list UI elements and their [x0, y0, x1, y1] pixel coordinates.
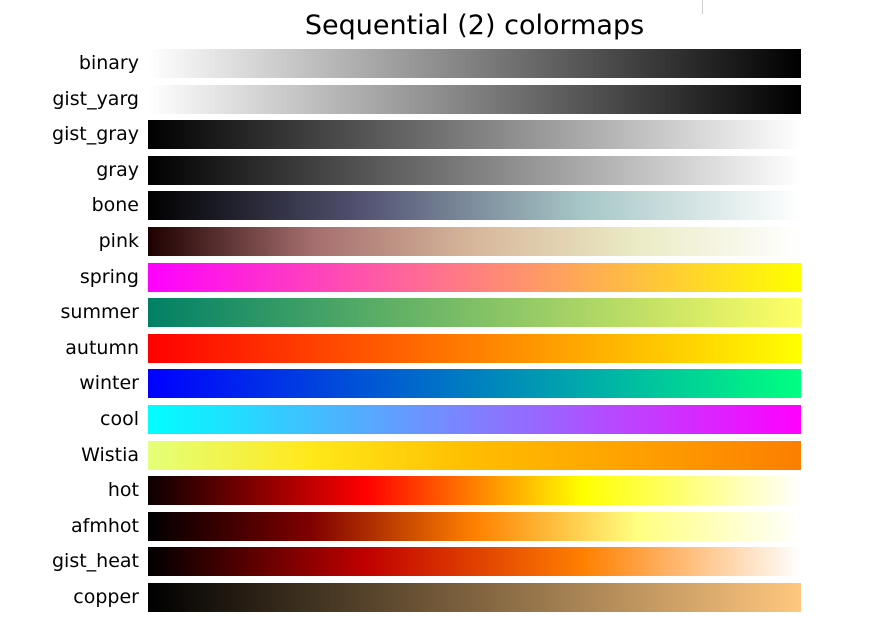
colormap-bar — [148, 405, 801, 434]
colormap-bar — [148, 334, 801, 363]
colormap-label: winter — [79, 372, 139, 394]
colormap-label: gist_yarg — [52, 88, 139, 110]
corner-tick-mark — [702, 0, 703, 14]
colormap-bar — [148, 547, 801, 576]
colormap-bar — [148, 298, 801, 327]
colormap-row-winter: winter — [0, 369, 890, 398]
colormap-label: gist_gray — [52, 123, 139, 145]
colormap-bar — [148, 191, 801, 220]
colormap-label: summer — [60, 301, 139, 323]
colormap-bar — [148, 227, 801, 256]
colormap-bar — [148, 583, 801, 612]
colormap-bar — [148, 476, 801, 505]
colormap-label: gist_heat — [51, 550, 139, 572]
colormap-bar — [148, 156, 801, 185]
colormap-row-binary: binary — [0, 49, 890, 78]
colormap-label: hot — [107, 479, 139, 501]
colormap-bar — [148, 49, 801, 78]
colormap-label: pink — [98, 230, 139, 252]
colormap-bar — [148, 120, 801, 149]
colormap-row-autumn: autumn — [0, 334, 890, 363]
colormap-row-pink: pink — [0, 227, 890, 256]
colormap-row-spring: spring — [0, 263, 890, 292]
colormap-label: copper — [73, 586, 139, 608]
colormap-row-copper: copper — [0, 583, 890, 612]
colormap-bar — [148, 369, 801, 398]
colormap-row-wistia: Wistia — [0, 441, 890, 470]
colormap-bar — [148, 441, 801, 470]
colormap-label: gray — [96, 159, 139, 181]
colormap-label: afmhot — [71, 515, 139, 537]
colormap-label: binary — [78, 52, 139, 74]
colormap-row-afmhot: afmhot — [0, 512, 890, 541]
colormap-label: autumn — [65, 337, 139, 359]
colormap-label: bone — [91, 194, 139, 216]
colormap-row-gist-gray: gist_gray — [0, 120, 890, 149]
colormap-label: spring — [79, 266, 139, 288]
colormap-row-hot: hot — [0, 476, 890, 505]
colormap-label: Wistia — [81, 444, 139, 466]
colormap-row-gist-yarg: gist_yarg — [0, 85, 890, 114]
colormap-bar — [148, 263, 801, 292]
colormap-row-gray: gray — [0, 156, 890, 185]
colormap-row-summer: summer — [0, 298, 890, 327]
colormap-label: cool — [100, 408, 139, 430]
colormap-bar — [148, 512, 801, 541]
colormap-row-cool: cool — [0, 405, 890, 434]
colormap-row-gist-heat: gist_heat — [0, 547, 890, 576]
colormap-bar — [148, 85, 801, 114]
colormap-row-bone: bone — [0, 191, 890, 220]
chart-title: Sequential (2) colormaps — [304, 10, 645, 41]
